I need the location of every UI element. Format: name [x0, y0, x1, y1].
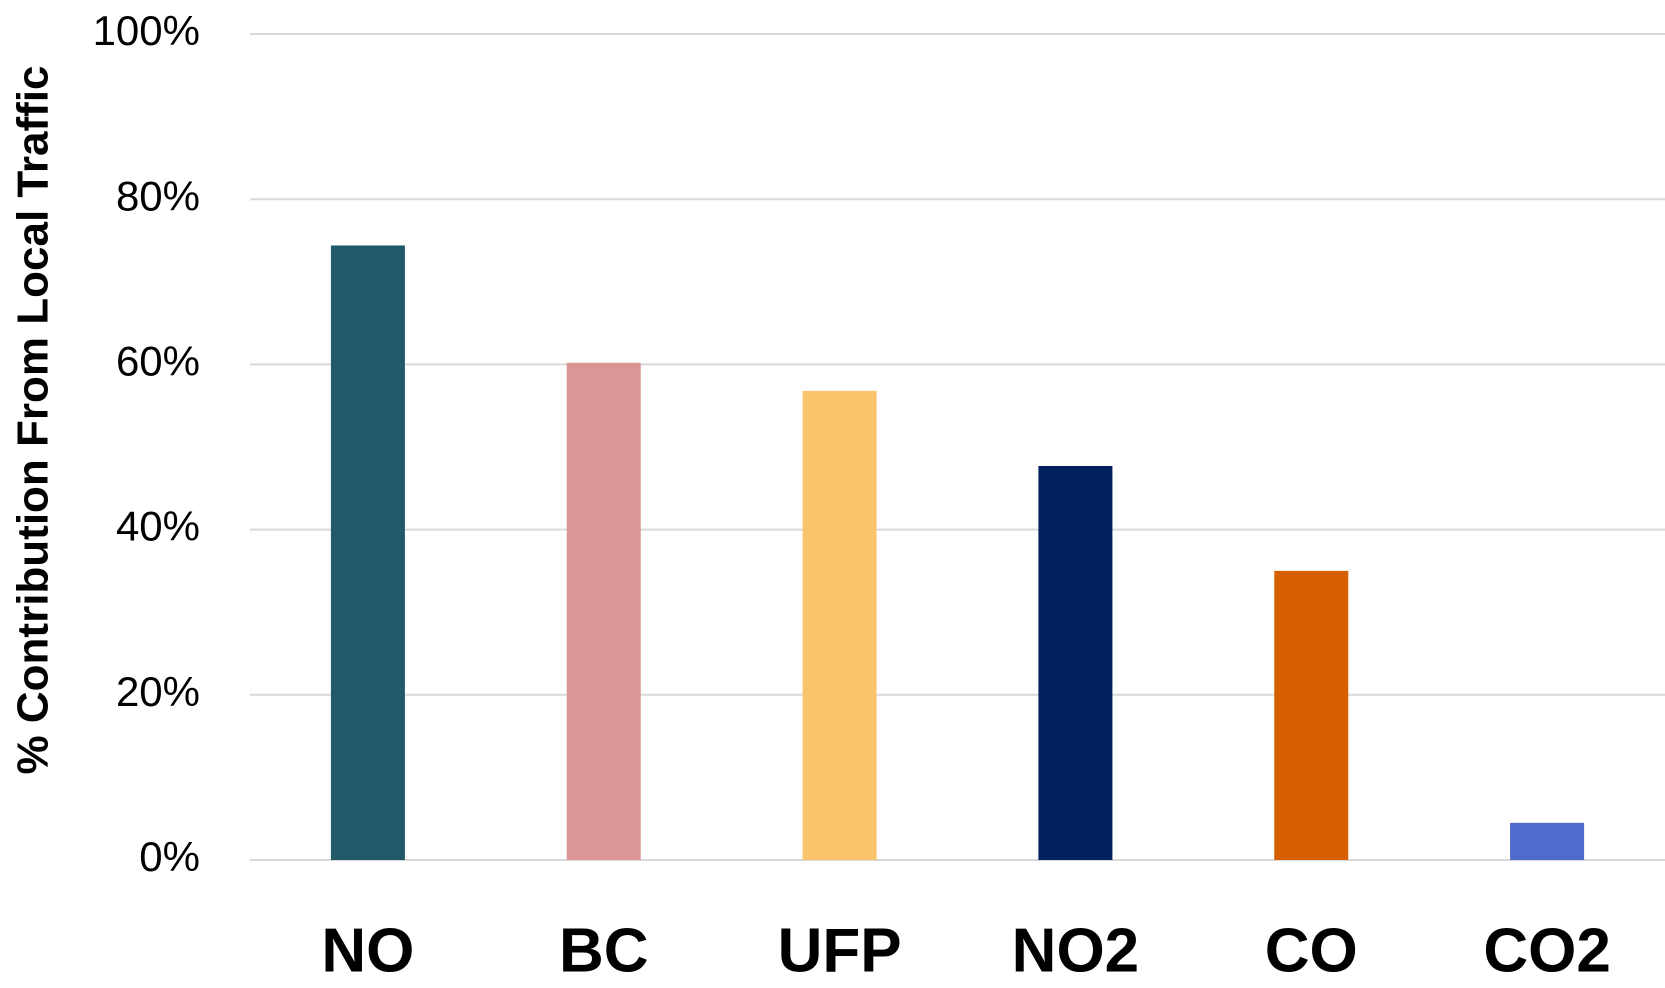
y-tick-label: 80% [116, 172, 200, 219]
y-tick-label: 0% [139, 833, 200, 880]
y-axis-title: % Contribution From Local Traffic [9, 66, 58, 775]
bar [1510, 822, 1585, 860]
y-tick-label: 20% [116, 668, 200, 715]
x-tick-label: UFP [778, 916, 902, 985]
bar [330, 245, 405, 860]
bar [1038, 465, 1113, 860]
x-tick-label: BC [559, 916, 649, 985]
x-tick-label: CO [1265, 916, 1358, 985]
bar [1274, 570, 1349, 860]
bar [566, 362, 641, 860]
y-tick-label: 100% [93, 7, 200, 54]
bar [802, 390, 877, 860]
x-tick-label: NO2 [1012, 916, 1139, 985]
y-tick-label: 60% [116, 337, 200, 384]
x-tick-label: NO [321, 916, 414, 985]
y-tick-label: 40% [116, 503, 200, 550]
x-tick-label: CO2 [1483, 916, 1610, 985]
